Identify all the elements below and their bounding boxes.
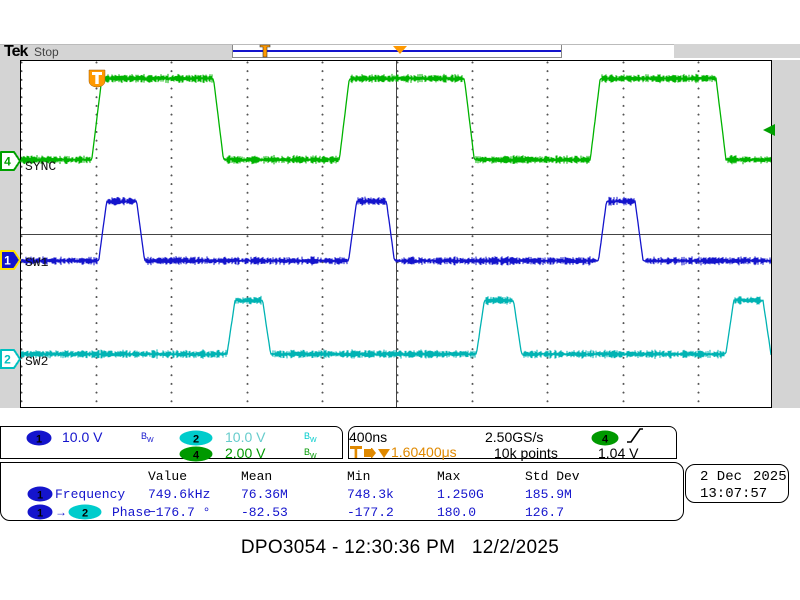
svg-text:2: 2: [193, 434, 199, 446]
svg-text:1: 1: [36, 434, 42, 446]
svg-text:2: 2: [4, 353, 11, 367]
svg-text:4: 4: [193, 450, 200, 462]
svg-text:1: 1: [4, 254, 11, 268]
svg-text:1: 1: [37, 490, 43, 502]
svg-text:1: 1: [37, 508, 43, 520]
svg-text:4: 4: [602, 434, 609, 446]
svg-text:4: 4: [4, 155, 11, 169]
svg-text:2: 2: [82, 508, 88, 520]
